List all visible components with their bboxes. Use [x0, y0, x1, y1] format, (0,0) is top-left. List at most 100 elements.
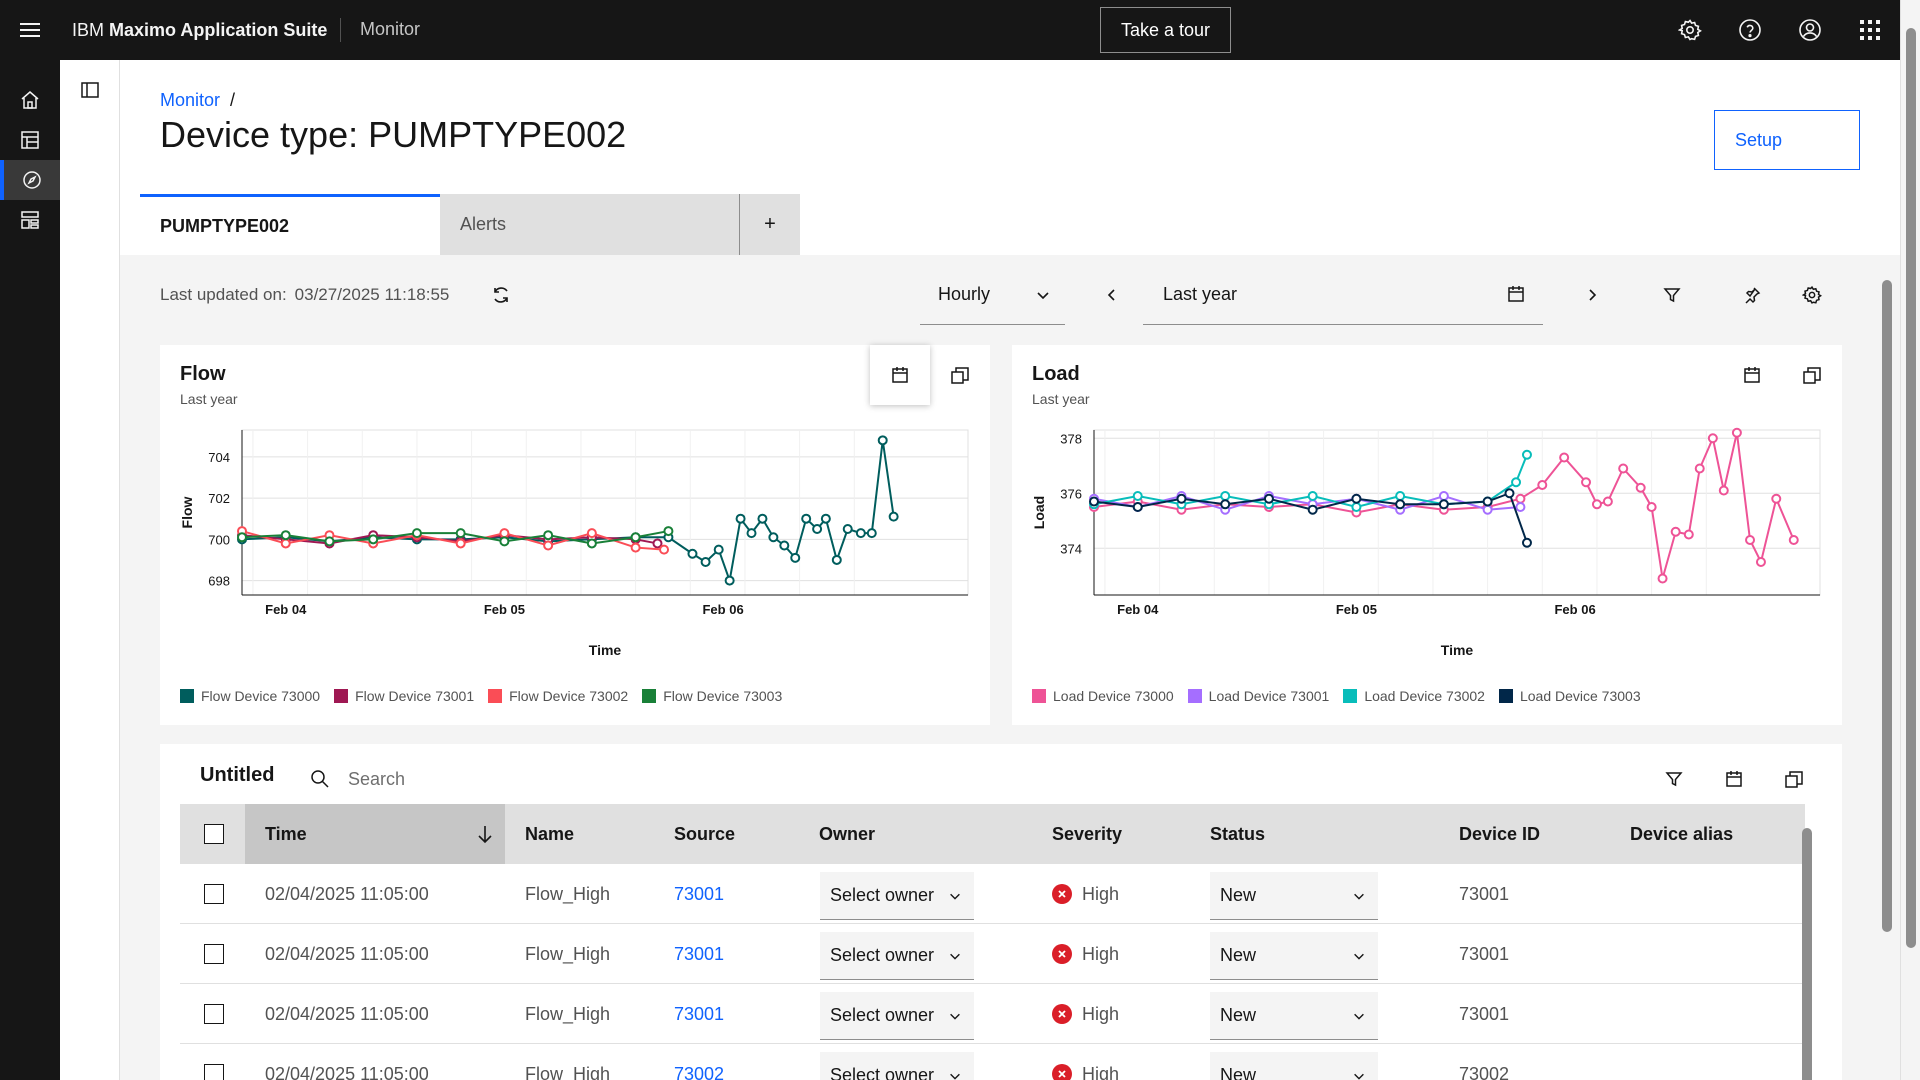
column-owner[interactable]: Owner [819, 824, 876, 844]
owner-select[interactable]: Select owner [820, 992, 974, 1040]
data-point[interactable] [1438, 499, 1449, 510]
settings-icon[interactable] [1660, 0, 1720, 60]
search-input[interactable]: Search [310, 754, 910, 804]
status-select[interactable]: New [1210, 1052, 1378, 1080]
data-point[interactable] [1618, 463, 1629, 474]
data-point[interactable] [499, 536, 510, 547]
data-point[interactable] [779, 540, 790, 551]
data-point[interactable] [663, 526, 674, 537]
data-point[interactable] [1351, 493, 1362, 504]
source-link[interactable]: 73001 [674, 1003, 725, 1024]
menu-icon[interactable] [0, 0, 60, 60]
data-point[interactable] [1307, 504, 1318, 515]
data-point[interactable] [630, 542, 641, 553]
table-row[interactable]: 02/04/2025 11:05:00 Flow_High 73001 Sele… [180, 924, 1805, 984]
data-point[interactable] [1731, 427, 1742, 438]
data-point[interactable] [888, 511, 899, 522]
data-point[interactable] [1745, 535, 1756, 545]
legend-item[interactable]: Load Device 73001 [1187, 688, 1329, 704]
row-checkbox[interactable] [204, 984, 224, 1044]
load-expand-icon[interactable] [1782, 345, 1842, 405]
table-row[interactable]: 02/04/2025 11:05:00 Flow_High 73001 Sele… [180, 864, 1805, 924]
source-link[interactable]: 73002 [674, 1063, 725, 1080]
data-point[interactable] [1220, 499, 1231, 510]
data-point[interactable] [1718, 485, 1729, 496]
data-point[interactable] [1263, 493, 1274, 504]
data-point[interactable] [1635, 482, 1646, 493]
data-point[interactable] [1707, 433, 1718, 444]
table-filter-icon[interactable] [1649, 754, 1699, 804]
status-select[interactable]: New [1210, 992, 1378, 1040]
next-range-icon[interactable] [1572, 275, 1612, 315]
monitor-icon[interactable] [0, 160, 60, 200]
flow-calendar-icon[interactable] [870, 345, 930, 405]
legend-item[interactable]: Load Device 73002 [1343, 688, 1485, 704]
data-point[interactable] [1670, 526, 1681, 537]
data-point[interactable] [1771, 493, 1782, 504]
column-name[interactable]: Name [525, 824, 575, 844]
scrollbar-thumb[interactable] [1802, 828, 1812, 1080]
brand-name[interactable]: IBM Maximo Application Suite [72, 0, 327, 60]
owner-select[interactable]: Select owner [820, 932, 974, 980]
setup-icon[interactable] [0, 200, 60, 240]
column-device-id[interactable]: Device ID [1459, 824, 1541, 844]
status-select[interactable]: New [1210, 932, 1378, 980]
data-point[interactable] [1515, 502, 1526, 512]
data-point[interactable] [280, 530, 291, 541]
breadcrumb-monitor-link[interactable]: Monitor [160, 90, 221, 110]
side-panel-toggle-icon[interactable] [78, 78, 102, 102]
data-point[interactable] [455, 538, 466, 549]
owner-select[interactable]: Select owner [820, 1052, 974, 1080]
data-point[interactable] [1788, 535, 1799, 545]
add-tab-button[interactable]: + [740, 194, 800, 255]
column-source[interactable]: Source [674, 824, 736, 844]
data-point[interactable] [586, 528, 597, 539]
data-point[interactable] [1220, 491, 1231, 501]
refresh-icon[interactable] [490, 284, 512, 306]
data-point[interactable] [1581, 477, 1592, 488]
data-point[interactable] [543, 530, 554, 541]
data-point[interactable] [713, 544, 724, 555]
data-point[interactable] [757, 513, 768, 524]
data-point[interactable] [820, 513, 831, 524]
legend-item[interactable]: Load Device 73000 [1032, 688, 1174, 704]
data-point[interactable] [1089, 496, 1099, 507]
data-point[interactable] [700, 557, 711, 567]
data-point[interactable] [1657, 573, 1668, 584]
user-avatar-icon[interactable] [1780, 0, 1840, 60]
data-point[interactable] [855, 528, 866, 539]
data-point[interactable] [790, 552, 801, 563]
take-a-tour-button[interactable]: Take a tour [1100, 7, 1231, 53]
data-point[interactable] [1176, 493, 1187, 504]
pin-icon[interactable] [1732, 275, 1772, 315]
column-status[interactable]: Status [1210, 824, 1266, 844]
data-point[interactable] [1694, 463, 1705, 474]
data-point[interactable] [659, 544, 670, 555]
source-link[interactable]: 73001 [674, 883, 725, 904]
date-range-picker[interactable]: Last year [1143, 265, 1543, 325]
data-point[interactable] [801, 513, 812, 524]
data-point[interactable] [1521, 537, 1532, 548]
data-point[interactable] [1132, 491, 1143, 501]
dashboard-settings-icon[interactable] [1792, 275, 1832, 315]
table-calendar-icon[interactable] [1709, 754, 1759, 804]
help-icon[interactable] [1720, 0, 1780, 60]
table-scrollbar[interactable] [1800, 808, 1814, 1080]
page-scrollbar[interactable] [1900, 0, 1920, 1080]
flow-expand-icon[interactable] [930, 345, 990, 405]
load-calendar-icon[interactable] [1722, 345, 1782, 405]
legend-item[interactable]: Load Device 73003 [1498, 688, 1641, 704]
scrollbar-thumb[interactable] [1882, 280, 1892, 932]
legend-item[interactable]: Flow Device 73000 [180, 688, 320, 704]
data-point[interactable] [1482, 504, 1493, 515]
data-point[interactable] [630, 532, 641, 543]
data-point[interactable] [1521, 449, 1532, 460]
column-severity[interactable]: Severity [1052, 824, 1123, 844]
dashboard-icon[interactable] [0, 120, 60, 160]
setup-button[interactable]: Setup [1714, 110, 1860, 170]
data-point[interactable] [735, 513, 746, 524]
data-point[interactable] [1504, 488, 1515, 499]
legend-item[interactable]: Flow Device 73003 [642, 688, 782, 704]
data-point[interactable] [746, 528, 757, 539]
source-link[interactable]: 73001 [674, 943, 725, 964]
